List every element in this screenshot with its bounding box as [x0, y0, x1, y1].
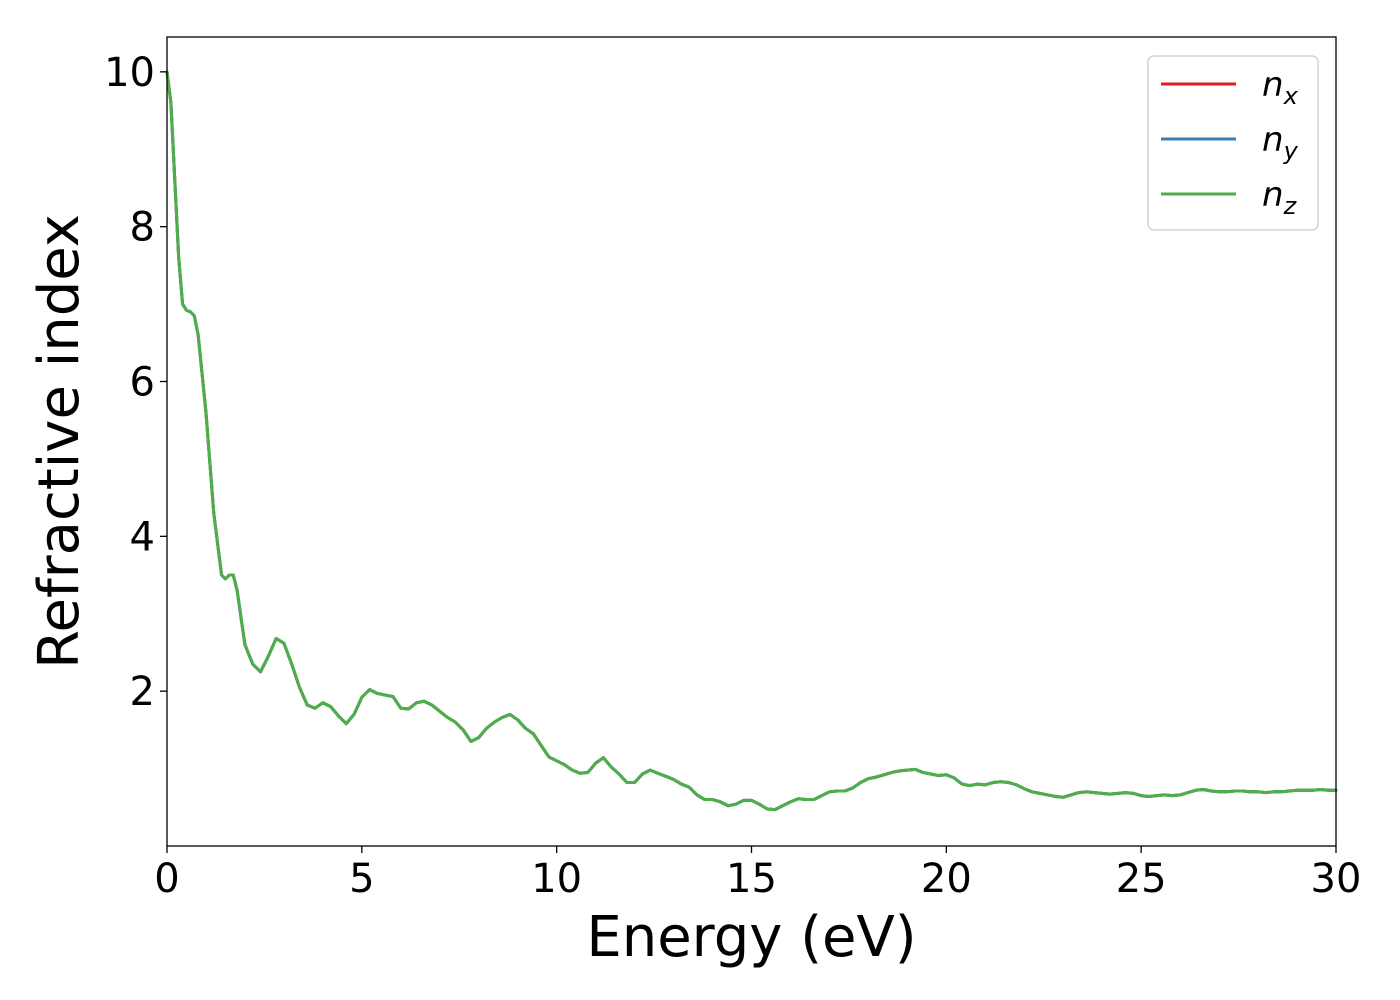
legend-label: ny — [1262, 120, 1299, 165]
y-axis-label: Refractive index — [27, 214, 92, 669]
y-tick-label: 4 — [130, 514, 155, 560]
y-tick-label: 10 — [104, 50, 155, 96]
legend-label: nz — [1262, 175, 1298, 220]
x-axis-label: Energy (eV) — [586, 905, 916, 970]
y-tick-label: 2 — [130, 669, 155, 715]
legend-label: nx — [1262, 65, 1299, 110]
x-axis-ticks: 0 5 10 15 20 25 30 — [154, 846, 1361, 902]
series-layer — [165, 70, 1338, 812]
y-axis-ticks: 2 4 6 8 10 — [104, 50, 167, 715]
series-line-n-z — [165, 70, 1338, 812]
x-tick-label: 25 — [1116, 856, 1167, 902]
legend: nx ny nz — [1147, 55, 1319, 231]
x-tick-label: 20 — [921, 856, 972, 902]
x-tick-label: 5 — [349, 856, 374, 902]
y-tick-label: 6 — [130, 360, 155, 406]
x-tick-label: 15 — [726, 856, 777, 902]
x-tick-label: 10 — [531, 856, 582, 902]
y-tick-label: 8 — [130, 205, 155, 251]
x-tick-label: 0 — [154, 856, 179, 902]
legend-box — [1147, 55, 1319, 231]
x-tick-label: 30 — [1311, 856, 1362, 902]
